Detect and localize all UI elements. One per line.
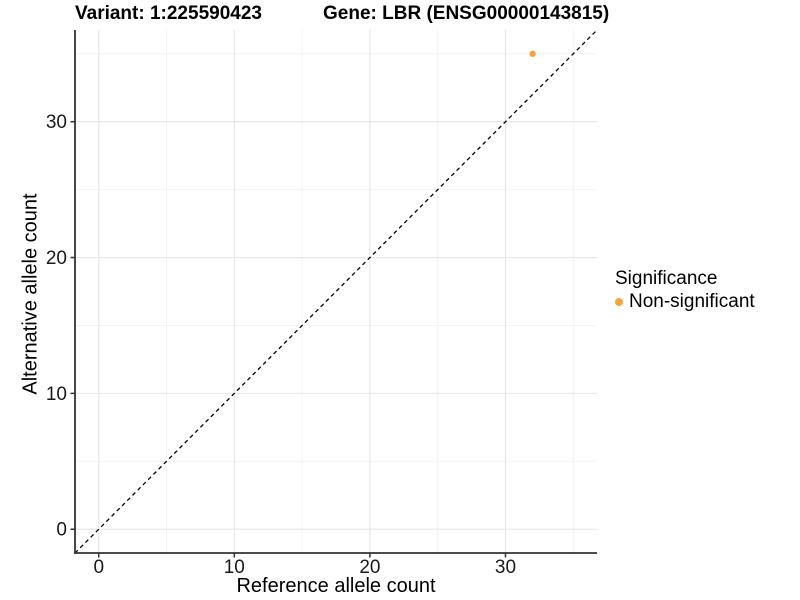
- y-tick-label: 20: [46, 248, 67, 269]
- x-tick-label: 20: [359, 557, 380, 578]
- plot-title-gene: Gene: LBR (ENSG00000143815): [323, 3, 610, 24]
- y-tick-label: 10: [46, 384, 67, 405]
- legend: Significance Non-significant: [615, 268, 755, 313]
- legend-item-label: Non-significant: [629, 291, 755, 312]
- y-axis-title: Alternative allele count: [19, 193, 42, 395]
- y-tick-label: 30: [46, 112, 67, 133]
- data-point-non-significant: [529, 50, 536, 57]
- x-axis-title: Reference allele count: [236, 575, 436, 597]
- y-tick-label: 0: [56, 520, 67, 541]
- x-tick-label: 10: [224, 557, 245, 578]
- x-tick-label: 0: [93, 557, 104, 578]
- legend-title: Significance: [615, 268, 718, 289]
- plot-title-variant: Variant: 1:225590423: [75, 3, 262, 24]
- legend-point-swatch-icon: [615, 298, 623, 306]
- legend-item-non-significant: Non-significant: [615, 291, 755, 313]
- identity-dashed-line: [74, 29, 598, 554]
- x-tick-label: 30: [495, 557, 516, 578]
